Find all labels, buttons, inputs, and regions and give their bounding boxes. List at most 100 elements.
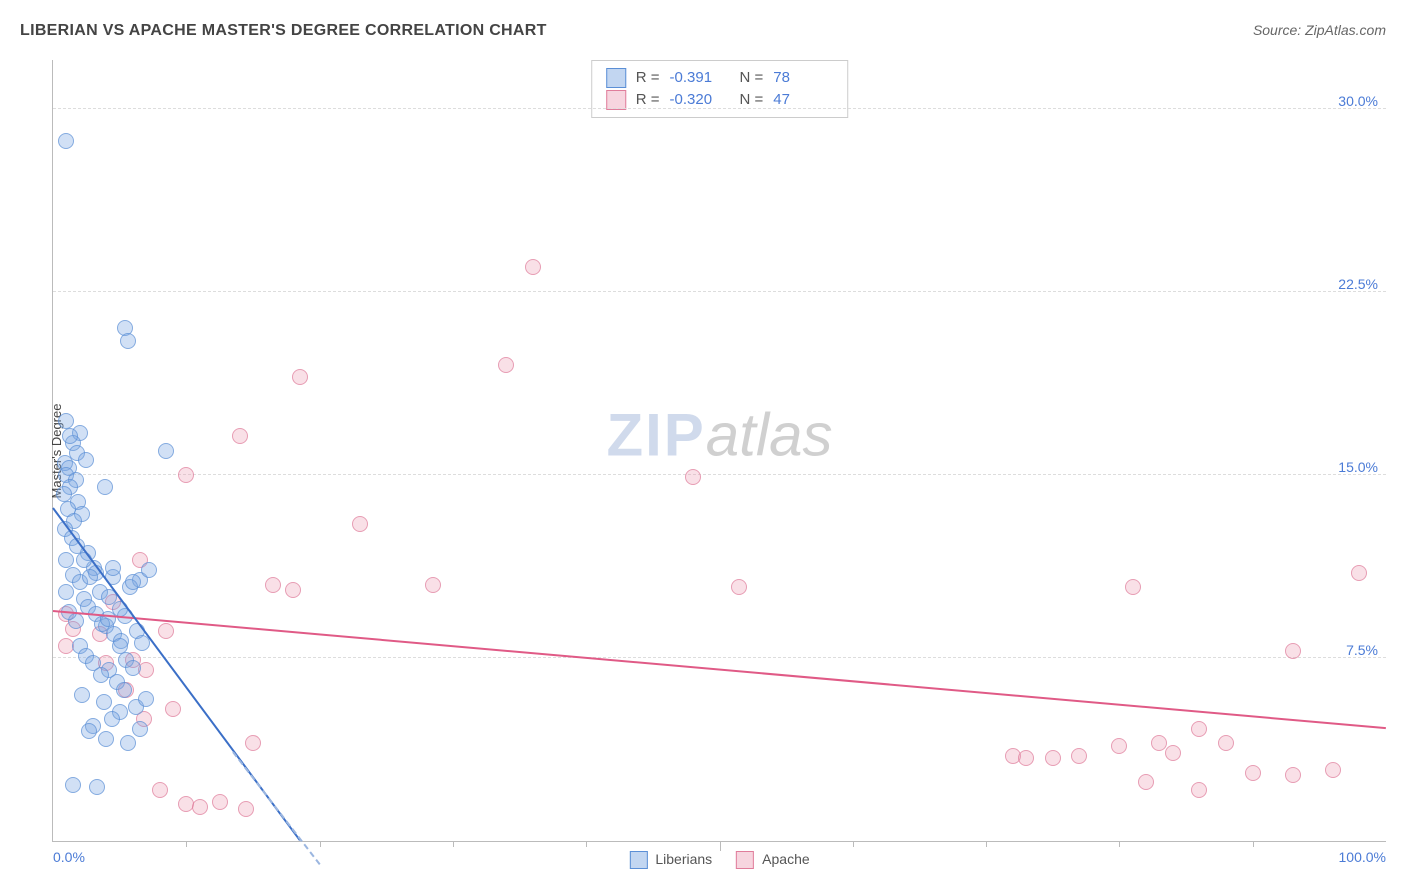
scatter-point-apache bbox=[292, 369, 308, 385]
scatter-point-liberians bbox=[93, 667, 109, 683]
scatter-point-apache bbox=[165, 701, 181, 717]
x-minor-tick bbox=[320, 841, 321, 847]
scatter-point-apache bbox=[1191, 782, 1207, 798]
scatter-point-apache bbox=[245, 735, 261, 751]
scatter-point-liberians bbox=[98, 731, 114, 747]
scatter-point-apache bbox=[1111, 738, 1127, 754]
scatter-point-apache bbox=[1045, 750, 1061, 766]
scatter-point-apache bbox=[1191, 721, 1207, 737]
stat-n-value: 78 bbox=[773, 67, 833, 89]
scatter-point-liberians bbox=[120, 735, 136, 751]
series-legend-item: Apache bbox=[736, 851, 809, 869]
scatter-point-apache bbox=[1351, 565, 1367, 581]
scatter-point-liberians bbox=[125, 574, 141, 590]
series-a-name: Liberians bbox=[655, 851, 712, 867]
y-tick-label: 22.5% bbox=[1338, 276, 1378, 292]
scatter-point-liberians bbox=[58, 552, 74, 568]
scatter-point-apache bbox=[1218, 735, 1234, 751]
stat-r-value: -0.391 bbox=[670, 67, 730, 89]
x-minor-tick bbox=[1253, 841, 1254, 847]
scatter-point-apache bbox=[1325, 762, 1341, 778]
watermark-atlas: atlas bbox=[706, 401, 833, 468]
scatter-point-liberians bbox=[96, 694, 112, 710]
scatter-point-apache bbox=[525, 259, 541, 275]
x-major-tick bbox=[720, 841, 721, 851]
stat-r-label: R = bbox=[636, 67, 660, 89]
scatter-point-liberians bbox=[141, 562, 157, 578]
scatter-point-liberians bbox=[112, 638, 128, 654]
legend-swatch-a bbox=[606, 68, 626, 88]
watermark-zip: ZIP bbox=[606, 401, 705, 468]
scatter-chart: Master's Degree ZIPatlas R = -0.391 N = … bbox=[52, 60, 1386, 842]
scatter-point-liberians bbox=[58, 133, 74, 149]
scatter-point-apache bbox=[1245, 765, 1261, 781]
scatter-point-liberians bbox=[58, 413, 74, 429]
scatter-point-apache bbox=[232, 428, 248, 444]
series-b-name: Apache bbox=[762, 851, 809, 867]
scatter-point-apache bbox=[1138, 774, 1154, 790]
y-tick-label: 30.0% bbox=[1338, 93, 1378, 109]
trendline-apache bbox=[53, 610, 1386, 729]
x-minor-tick bbox=[453, 841, 454, 847]
scatter-point-liberians bbox=[158, 443, 174, 459]
stats-legend-row: R = -0.391 N = 78 bbox=[606, 67, 834, 89]
stat-n-label: N = bbox=[740, 67, 764, 89]
x-minor-tick bbox=[586, 841, 587, 847]
scatter-point-apache bbox=[1151, 735, 1167, 751]
x-minor-tick bbox=[186, 841, 187, 847]
source-label: Source: ZipAtlas.com bbox=[1253, 22, 1386, 38]
legend-swatch-b bbox=[736, 851, 754, 869]
scatter-point-apache bbox=[158, 623, 174, 639]
chart-title: LIBERIAN VS APACHE MASTER'S DEGREE CORRE… bbox=[20, 22, 547, 40]
gridline-horizontal bbox=[53, 657, 1386, 658]
scatter-point-apache bbox=[425, 577, 441, 593]
scatter-point-apache bbox=[1071, 748, 1087, 764]
scatter-point-apache bbox=[1165, 745, 1181, 761]
y-tick-label: 7.5% bbox=[1346, 642, 1378, 658]
scatter-point-liberians bbox=[97, 479, 113, 495]
scatter-point-liberians bbox=[125, 660, 141, 676]
scatter-point-apache bbox=[1125, 579, 1141, 595]
scatter-point-liberians bbox=[132, 721, 148, 737]
x-minor-tick bbox=[853, 841, 854, 847]
scatter-point-apache bbox=[152, 782, 168, 798]
x-tick-label: 0.0% bbox=[53, 849, 85, 865]
scatter-point-liberians bbox=[78, 452, 94, 468]
scatter-point-apache bbox=[498, 357, 514, 373]
scatter-point-liberians bbox=[120, 333, 136, 349]
scatter-point-apache bbox=[212, 794, 228, 810]
scatter-point-liberians bbox=[138, 691, 154, 707]
scatter-point-apache bbox=[352, 516, 368, 532]
legend-swatch-a bbox=[629, 851, 647, 869]
scatter-point-apache bbox=[138, 662, 154, 678]
scatter-point-liberians bbox=[56, 486, 72, 502]
scatter-point-apache bbox=[685, 469, 701, 485]
scatter-point-liberians bbox=[81, 723, 97, 739]
scatter-point-liberians bbox=[65, 777, 81, 793]
scatter-point-apache bbox=[192, 799, 208, 815]
x-minor-tick bbox=[1119, 841, 1120, 847]
x-tick-label: 100.0% bbox=[1339, 849, 1386, 865]
scatter-point-liberians bbox=[105, 560, 121, 576]
stats-legend: R = -0.391 N = 78 R = -0.320 N = 47 bbox=[591, 60, 849, 118]
gridline-horizontal bbox=[53, 108, 1386, 109]
scatter-point-liberians bbox=[89, 779, 105, 795]
watermark: ZIPatlas bbox=[606, 400, 832, 469]
scatter-point-liberians bbox=[116, 682, 132, 698]
scatter-point-apache bbox=[1018, 750, 1034, 766]
scatter-point-apache bbox=[731, 579, 747, 595]
scatter-point-liberians bbox=[62, 428, 78, 444]
scatter-point-apache bbox=[1285, 767, 1301, 783]
scatter-point-liberians bbox=[82, 569, 98, 585]
scatter-point-apache bbox=[178, 467, 194, 483]
series-legend-item: Liberians bbox=[629, 851, 712, 869]
y-tick-label: 15.0% bbox=[1338, 459, 1378, 475]
scatter-point-apache bbox=[265, 577, 281, 593]
scatter-point-liberians bbox=[104, 711, 120, 727]
scatter-point-liberians bbox=[74, 687, 90, 703]
series-legend: Liberians Apache bbox=[629, 851, 809, 869]
gridline-horizontal bbox=[53, 291, 1386, 292]
x-minor-tick bbox=[986, 841, 987, 847]
scatter-point-apache bbox=[1285, 643, 1301, 659]
scatter-point-apache bbox=[285, 582, 301, 598]
